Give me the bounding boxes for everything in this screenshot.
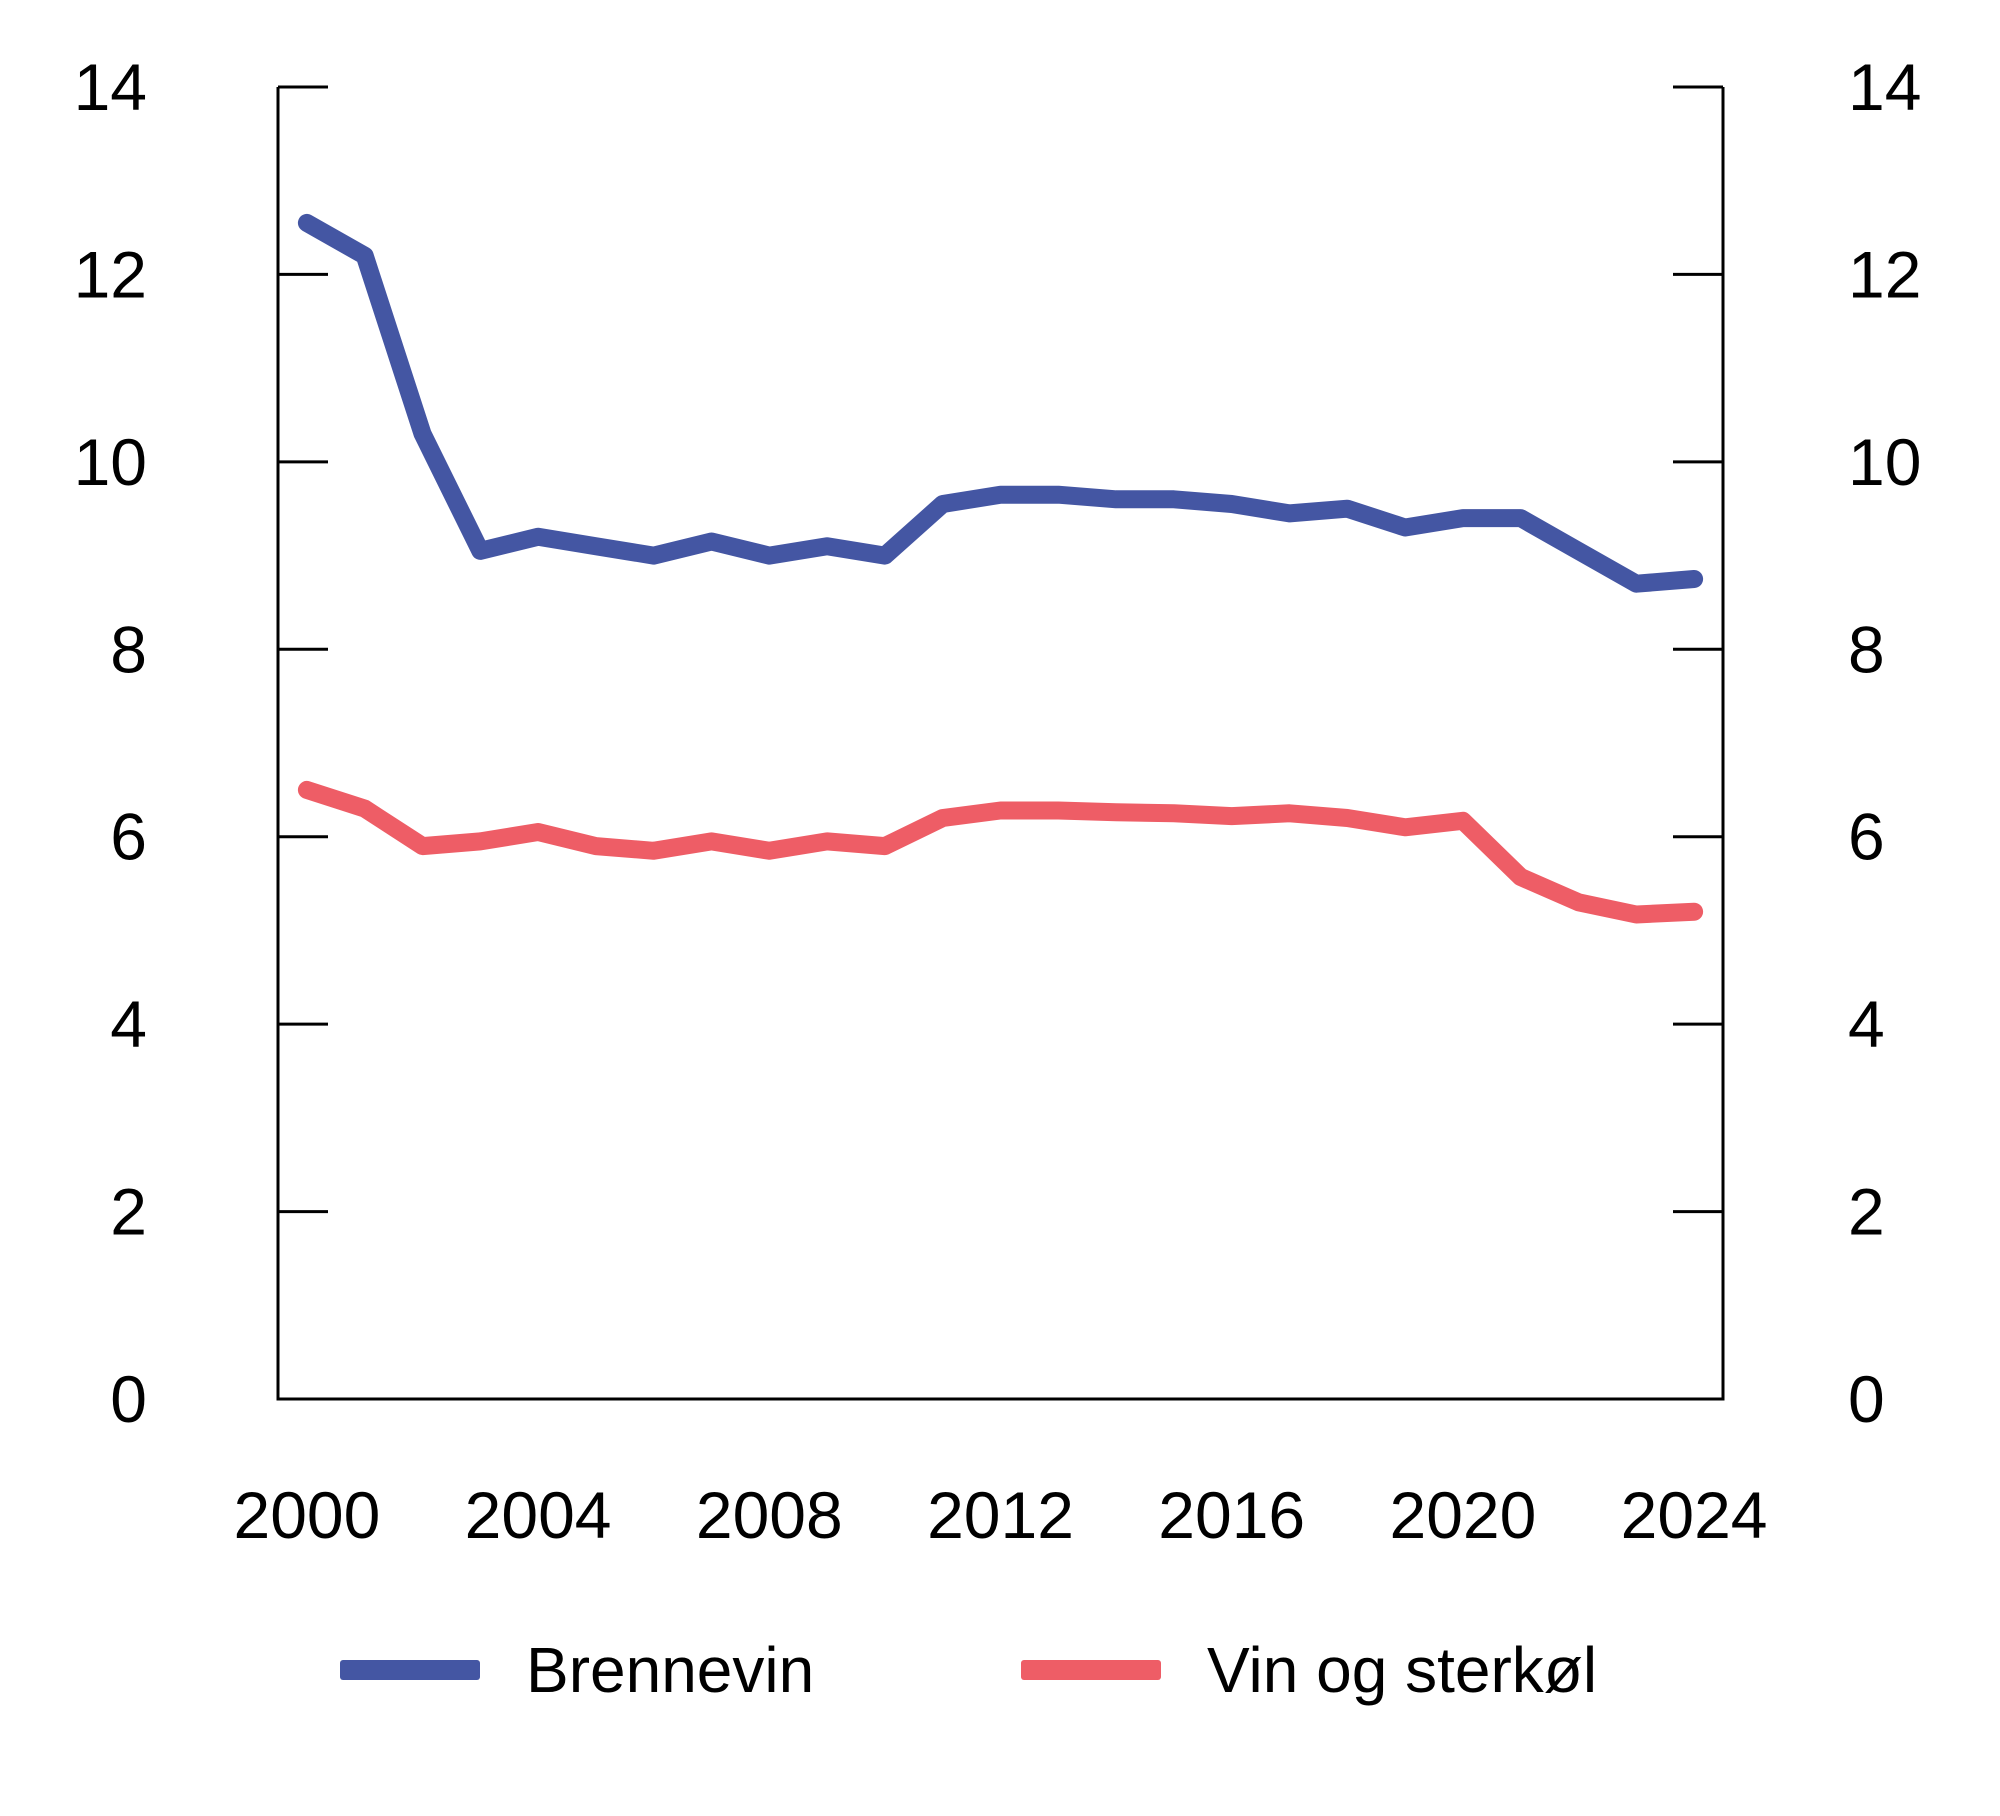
legend-label-vin-og-sterkol: Vin og sterkøl bbox=[1207, 1634, 1598, 1706]
legend-label-brennevin: Brennevin bbox=[526, 1634, 815, 1706]
y-axis-tick-label-right: 2 bbox=[1848, 1175, 1885, 1249]
y-axis-tick-label-left: 12 bbox=[74, 237, 147, 311]
y-axis-tick-label-left: 10 bbox=[74, 425, 147, 499]
x-axis-tick-label: 2004 bbox=[465, 1478, 612, 1552]
legend-item-brennevin: Brennevin bbox=[340, 1630, 814, 1710]
series-line-vin-og-sterkol bbox=[297, 780, 1704, 924]
y-axis-tick-label-left: 8 bbox=[110, 612, 147, 686]
y-axis-tick-label-right: 12 bbox=[1848, 237, 1921, 311]
x-axis-tick-label: 2024 bbox=[1621, 1478, 1768, 1552]
y-axis-tick-label-left: 4 bbox=[110, 987, 147, 1061]
x-axis-tick-label: 2008 bbox=[696, 1478, 843, 1552]
legend-swatch-brennevin bbox=[340, 1660, 480, 1680]
y-axis-tick-label-right: 8 bbox=[1848, 612, 1885, 686]
y-axis-tick-label-left: 0 bbox=[110, 1362, 147, 1436]
legend: Brennevin Vin og sterkøl bbox=[0, 1630, 2000, 1710]
y-axis-tick-label-left: 14 bbox=[74, 50, 147, 124]
y-axis-tick-label-right: 4 bbox=[1848, 987, 1885, 1061]
series-line-brennevin bbox=[297, 213, 1704, 593]
y-axis-tick-label-right: 14 bbox=[1848, 50, 1921, 124]
y-axis-tick-label-right: 10 bbox=[1848, 425, 1921, 499]
y-axis-tick-label-right: 0 bbox=[1848, 1362, 1885, 1436]
x-axis-tick-label: 2016 bbox=[1158, 1478, 1305, 1552]
x-axis-tick-label: 2012 bbox=[927, 1478, 1074, 1552]
y-axis-tick-label-left: 2 bbox=[110, 1175, 147, 1249]
x-axis-tick-label: 2000 bbox=[233, 1478, 380, 1552]
y-axis-tick-label-left: 6 bbox=[110, 800, 147, 874]
y-axis-tick-label-right: 6 bbox=[1848, 800, 1885, 874]
legend-item-vin-og-sterkol: Vin og sterkøl bbox=[1021, 1630, 1597, 1710]
x-axis-tick-label: 2020 bbox=[1389, 1478, 1536, 1552]
legend-swatch-vin-og-sterkol bbox=[1021, 1660, 1161, 1680]
